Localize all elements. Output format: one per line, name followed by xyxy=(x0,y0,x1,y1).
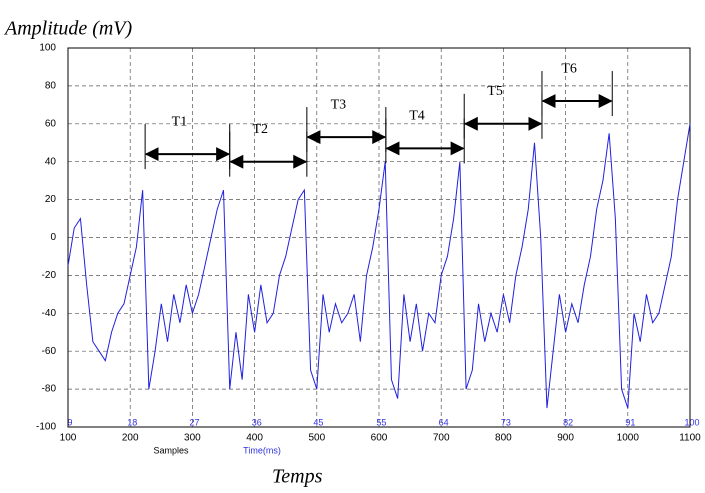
x-tick-label: 500 xyxy=(308,433,325,444)
y-tick-label: 100 xyxy=(39,43,56,54)
x2-tick-label: 91 xyxy=(625,417,635,427)
y-tick-label: 40 xyxy=(45,156,57,167)
x2-tick-label: 55 xyxy=(376,417,386,427)
x2-axis-name: Time(ms) xyxy=(243,445,281,455)
x-tick-label: 900 xyxy=(557,433,574,444)
y-tick-label: -60 xyxy=(42,346,57,357)
y-tick-label: 80 xyxy=(45,81,57,92)
y-tick-label: -40 xyxy=(42,308,57,319)
x-tick-label: 700 xyxy=(433,433,450,444)
x2-tick-label: 9 xyxy=(67,417,72,427)
y-tick-label: -80 xyxy=(42,384,57,395)
interval-label: T2 xyxy=(253,122,269,137)
x2-tick-label: 100 xyxy=(684,417,699,427)
x2-tick-label: 27 xyxy=(190,417,200,427)
x-tick-label: 1000 xyxy=(617,433,640,444)
y-tick-label: 0 xyxy=(50,232,56,243)
x-tick-label: 800 xyxy=(495,433,512,444)
x-tick-label: 400 xyxy=(246,433,263,444)
data-line xyxy=(67,123,691,409)
chart-title: Amplitude (mV) xyxy=(3,18,133,40)
y-tick-label: -100 xyxy=(36,422,56,433)
x2-tick-label: 64 xyxy=(439,417,449,427)
y-tick-label: -20 xyxy=(42,270,57,281)
interval-label: T3 xyxy=(331,97,347,112)
x2-tick-label: 73 xyxy=(501,417,511,427)
x-tick-label: 1100 xyxy=(679,433,701,444)
y-tick-label: 20 xyxy=(45,194,57,205)
interval-label: T4 xyxy=(409,109,425,124)
x2-tick-label: 36 xyxy=(252,417,262,427)
plot-border xyxy=(67,47,691,428)
x-tick-label: 100 xyxy=(60,433,77,444)
x-tick-label: 300 xyxy=(184,433,201,444)
x2-tick-label: 82 xyxy=(563,417,573,427)
y-tick-label: 60 xyxy=(45,118,57,129)
x-tick-label: 200 xyxy=(122,433,139,444)
x-axis-title: Temps xyxy=(272,466,323,488)
interval-label: T1 xyxy=(172,114,188,129)
x-axis-name: Samples xyxy=(153,445,189,455)
x-tick-label: 600 xyxy=(371,433,388,444)
interval-label: T5 xyxy=(487,84,503,99)
interval-label: T6 xyxy=(561,61,577,76)
x2-tick-label: 45 xyxy=(313,417,323,427)
x2-tick-label: 18 xyxy=(127,417,137,427)
